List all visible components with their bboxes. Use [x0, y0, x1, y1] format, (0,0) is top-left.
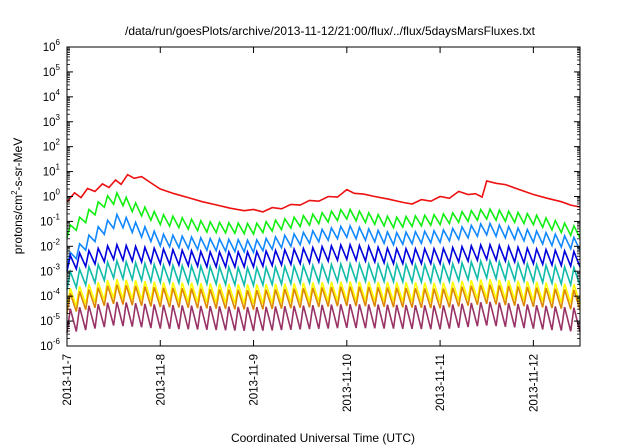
series-layer: [66, 173, 581, 334]
y-tick-exponent: -5: [53, 312, 61, 321]
y-tick-label: 101: [43, 163, 61, 179]
y-tick-exponent: 0: [56, 188, 61, 197]
y-axis-label: protons/cm2-s-sr-MeV: [10, 138, 25, 254]
series-line-7: [66, 301, 581, 334]
x-tick-label: 2013-11-9: [249, 354, 261, 406]
series-line-1: [66, 190, 581, 239]
y-tick-base: 10: [40, 266, 53, 278]
series-line-6: [66, 284, 581, 314]
y-tick-base: 10: [40, 216, 53, 228]
y-tick-label: 10-4: [40, 287, 60, 303]
y-tick-label: 10-5: [40, 312, 60, 328]
x-tick-label: 2013-11-10: [342, 354, 354, 412]
x-tick-label: 2013-11-7: [62, 354, 74, 406]
y-tick-label: 102: [43, 138, 61, 154]
y-axis-label-sup: 2: [10, 190, 19, 195]
y-tick-exponent: -2: [53, 237, 61, 246]
y-tick-exponent: -1: [53, 212, 61, 221]
y-tick-base: 10: [40, 241, 53, 253]
y-tick-label: 100: [43, 188, 61, 204]
x-axis-label: Coordinated Universal Time (UTC): [231, 431, 415, 445]
y-tick-label: 10-2: [40, 237, 60, 253]
y-tick-base: 10: [40, 316, 53, 328]
series-line-0: [66, 173, 581, 213]
y-tick-label: 10-1: [40, 212, 60, 228]
x-tick-label: 2013-11-12: [528, 354, 540, 412]
y-tick-base: 10: [43, 167, 56, 179]
y-tick-base: 10: [40, 291, 53, 303]
y-tick-base: 10: [43, 117, 56, 129]
y-axis-ticks: 10-610-510-410-310-210-11001011021031041…: [40, 38, 580, 353]
x-axis-ticks: 2013-11-7 2013-11-8 2013-11-9 2013-11-10 201…: [62, 47, 540, 412]
y-tick-label: 106: [43, 38, 61, 54]
y-tick-label: 103: [43, 113, 61, 129]
y-tick-base: 10: [43, 67, 56, 79]
y-tick-exponent: 1: [56, 163, 61, 172]
x-tick-label: 2013-11-11: [435, 354, 447, 411]
plot-frame: [66, 46, 581, 347]
y-tick-exponent: 5: [56, 63, 61, 72]
y-tick-label: 105: [43, 63, 61, 79]
y-tick-base: 10: [43, 192, 56, 204]
y-tick-base: 10: [43, 92, 56, 104]
y-axis-label-pre: protons/cm: [11, 195, 25, 254]
y-tick-exponent: -3: [53, 262, 61, 271]
y-tick-exponent: 4: [56, 88, 61, 97]
y-tick-exponent: -4: [53, 287, 61, 296]
y-tick-exponent: -6: [53, 337, 61, 346]
y-tick-base: 10: [43, 42, 56, 54]
y-tick-base: 10: [40, 341, 53, 353]
series-line-3: [66, 241, 581, 272]
y-tick-label: 104: [43, 88, 61, 104]
x-tick-label: 2013-11-8: [155, 354, 167, 406]
y-tick-label: 10-6: [40, 337, 60, 353]
y-tick-exponent: 6: [56, 38, 61, 47]
chart-title: /data/run/goesPlots/archive/2013-11-12/2…: [125, 24, 536, 38]
y-tick-exponent: 2: [56, 138, 61, 147]
series-line-2: [66, 211, 581, 268]
y-tick-exponent: 3: [56, 113, 61, 122]
y-axis-label-post: -s-sr-MeV: [11, 138, 25, 191]
series-line-4: [66, 257, 581, 291]
y-tick-label: 10-3: [40, 262, 60, 278]
series-line-5: [66, 278, 581, 309]
y-tick-base: 10: [43, 142, 56, 154]
